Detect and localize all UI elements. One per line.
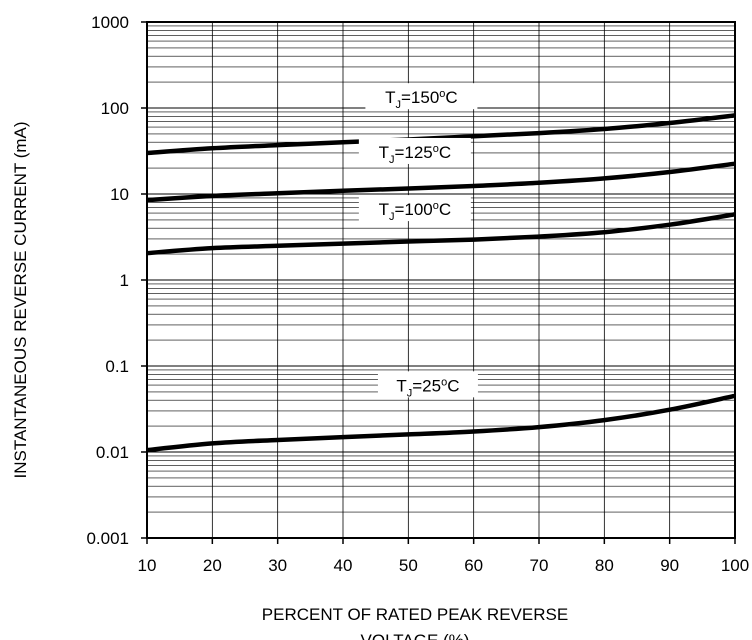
x-tick-label: 70	[530, 556, 549, 575]
y-tick-label: 10	[110, 185, 129, 204]
x-tick-label: 50	[399, 556, 418, 575]
series-line-3	[146, 393, 736, 453]
x-tick-label: 100	[721, 556, 749, 575]
x-tick-label: 60	[464, 556, 483, 575]
curve-label-box	[358, 137, 471, 164]
curve-label-box	[377, 371, 478, 398]
x-tick-label: 20	[203, 556, 222, 575]
y-tick-label: 1	[120, 271, 129, 290]
y-tick-label: 0.1	[105, 357, 129, 376]
y-tick-label: 1000	[91, 13, 129, 32]
x-axis-title-line-1: PERCENT OF RATED PEAK REVERSE	[262, 605, 568, 624]
y-tick-label: 0.001	[86, 529, 129, 548]
curves	[146, 113, 736, 453]
x-tick-label: 80	[595, 556, 614, 575]
series-line-0	[146, 113, 736, 156]
y-tick-label: 100	[101, 99, 129, 118]
x-axis-title-line-2: VOLTAGE (%)	[361, 631, 470, 640]
curve-label-1: TJ=125oC	[379, 143, 452, 166]
x-tick-label: 90	[660, 556, 679, 575]
curve-label-box	[365, 83, 478, 110]
curve-label-2: TJ=100oC	[379, 200, 452, 223]
series-line-2	[146, 212, 736, 256]
curve-label-box	[358, 195, 471, 222]
curve-labels: TJ=150oC TJ=125oC TJ=100oC TJ=25oC	[358, 83, 478, 399]
x-tick-label: 40	[334, 556, 353, 575]
x-tick-label: 10	[138, 556, 157, 575]
curve-label-3: TJ=25oC	[396, 376, 459, 399]
y-axis-title: INSTANTANEOUS REVERSE CURRENT (mA)	[11, 121, 30, 478]
tick-labels: 10 20 30 40 50 60 70 80 90 100 0.001 0.01 0.1 1 10 100 1…	[86, 13, 749, 575]
y-tick-label: 0.01	[96, 443, 129, 462]
series-line-1	[146, 161, 736, 203]
curve-label-0: TJ=150oC	[385, 88, 458, 111]
x-tick-label: 30	[268, 556, 287, 575]
